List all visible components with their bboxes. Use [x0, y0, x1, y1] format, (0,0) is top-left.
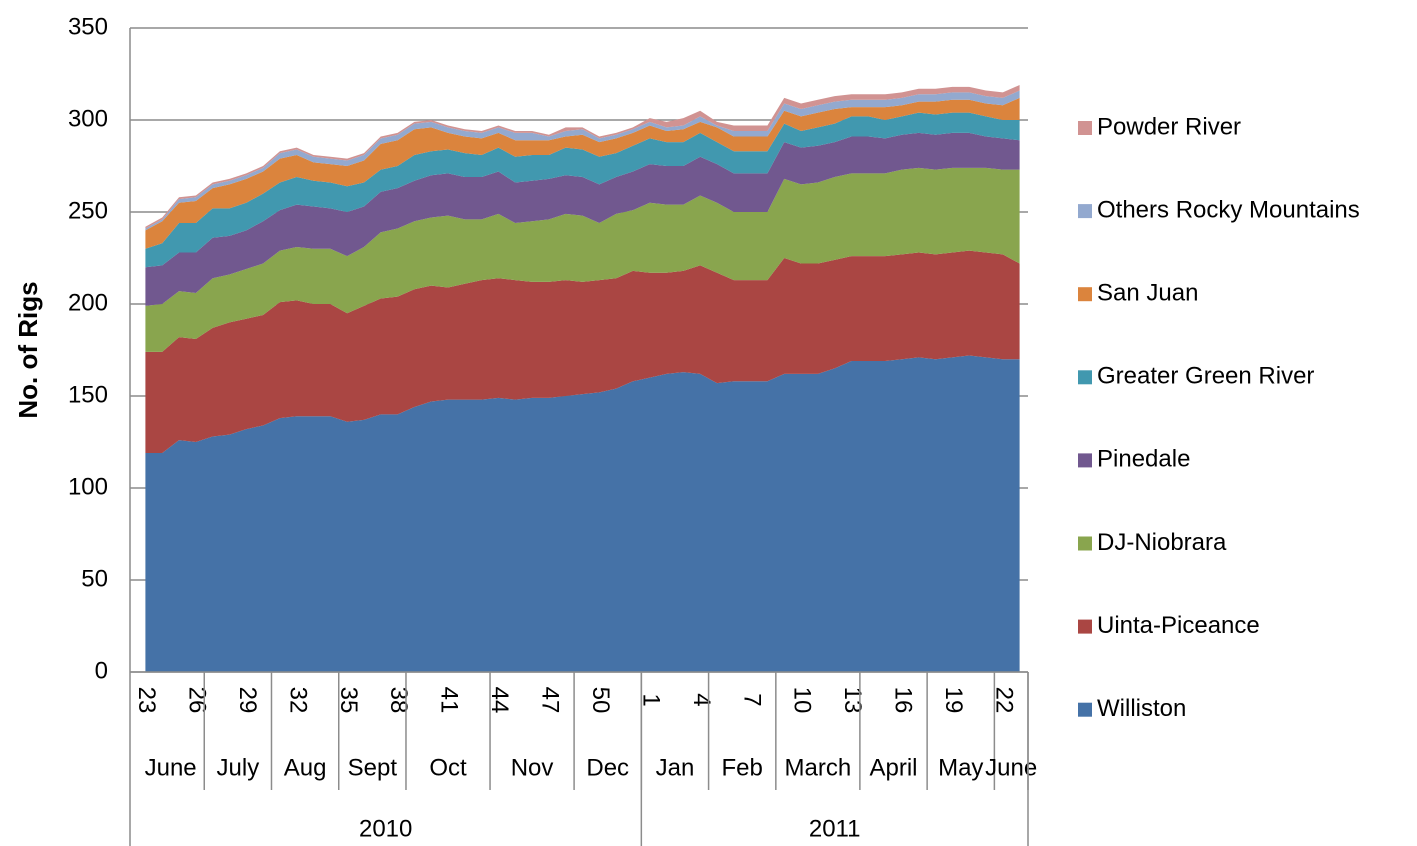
legend-swatch	[1078, 121, 1092, 135]
y-tick-label: 300	[68, 105, 108, 132]
y-tick-label: 350	[68, 13, 108, 40]
x-tick-label: 32	[284, 687, 311, 714]
legend-label: Uinta-Piceance	[1097, 612, 1260, 639]
month-label: Jan	[656, 754, 695, 781]
legend-swatch	[1078, 536, 1092, 551]
area	[145, 167, 1020, 352]
x-tick-label: 19	[940, 687, 967, 714]
month-label: March	[785, 754, 852, 781]
month-label: June	[985, 754, 1037, 781]
x-tick-label: 47	[537, 687, 564, 714]
area	[145, 250, 1020, 454]
legend-label: Others Rocky Mountains	[1097, 196, 1360, 223]
x-tick-label: 41	[436, 687, 463, 714]
legend-swatch	[1078, 619, 1092, 634]
legend-swatch	[1078, 702, 1092, 717]
x-tick-label: 38	[385, 687, 412, 714]
legend-swatch	[1078, 370, 1092, 385]
area	[145, 97, 1020, 249]
y-tick-label: 250	[68, 197, 108, 224]
legend-label: DJ-Niobrara	[1097, 529, 1227, 556]
year-label: 2010	[359, 815, 412, 842]
x-tick-label: 16	[890, 687, 917, 714]
legend-label: Pinedale	[1097, 446, 1190, 473]
month-label: Sept	[348, 754, 398, 781]
month-label: June	[145, 754, 197, 781]
month-label: April	[870, 754, 918, 781]
legend-swatch	[1078, 287, 1092, 302]
x-tick-label: 10	[789, 687, 816, 714]
month-label: Dec	[586, 754, 629, 781]
y-tick-label: 0	[95, 657, 108, 684]
x-tick-label: 7	[738, 693, 765, 706]
x-tick-label: 26	[183, 687, 210, 714]
legend-label: San Juan	[1097, 280, 1198, 307]
month-label: July	[217, 754, 260, 781]
y-axis-label: No. of Rigs	[13, 281, 43, 418]
x-tick-label: 4	[688, 693, 715, 706]
area	[145, 85, 1020, 229]
area	[145, 132, 1020, 306]
area	[145, 355, 1020, 672]
month-label: Aug	[284, 754, 327, 781]
year-label: 2011	[809, 815, 861, 842]
month-label: May	[938, 754, 983, 781]
legend-label: Williston	[1097, 695, 1186, 722]
x-tick-label: 1	[637, 693, 664, 706]
x-tick-label: 23	[133, 687, 160, 714]
legend-swatch	[1078, 453, 1092, 468]
x-tick-label: 29	[234, 687, 261, 714]
legend-label: Powder River	[1097, 113, 1241, 140]
legend-swatch	[1078, 204, 1092, 219]
x-tick-label: 50	[587, 687, 614, 714]
x-tick-label: 13	[839, 687, 866, 714]
month-label: Nov	[511, 754, 554, 781]
area	[145, 90, 1020, 231]
month-label: Oct	[429, 754, 467, 781]
legend-label: Greater Green River	[1097, 363, 1314, 390]
y-tick-label: 200	[68, 289, 108, 316]
y-tick-label: 100	[68, 473, 108, 500]
y-tick-label: 50	[81, 565, 108, 592]
month-label: Feb	[722, 754, 763, 781]
y-tick-label: 150	[68, 381, 108, 408]
area	[145, 112, 1020, 268]
